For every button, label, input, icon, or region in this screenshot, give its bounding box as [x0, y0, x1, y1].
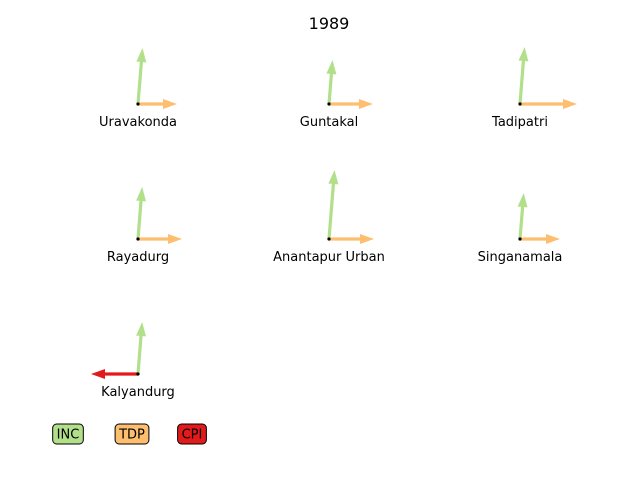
tdp-arrow	[520, 99, 577, 109]
tdp-arrow	[329, 234, 374, 244]
constituency-label: Guntakal	[300, 115, 359, 130]
constituency-label: Singanamala	[478, 250, 563, 265]
origin-dot	[136, 372, 140, 376]
glyph-singanamala: Singanamala	[478, 193, 563, 265]
inc-arrow	[327, 170, 339, 240]
glyph-kalyandurg: Kalyandurg	[91, 322, 175, 400]
origin-dot	[327, 237, 331, 241]
origin-dot	[136, 102, 140, 106]
legend-item-tdp: TDP	[114, 423, 150, 445]
legend-item-inc: INC	[52, 423, 84, 445]
inc-arrow	[517, 193, 528, 240]
constituency-label: Anantapur Urban	[273, 250, 385, 265]
glyph-grid: Uravakonda Guntakal Tadipatri Rayadurg Anant…	[91, 47, 577, 400]
tdp-arrow	[138, 99, 177, 109]
constituency-label: Rayadurg	[107, 250, 169, 265]
glyph-tadipatri: Tadipatri	[491, 47, 577, 130]
legend-label: CPI	[182, 428, 203, 443]
origin-dot	[136, 237, 140, 241]
legend-swatch	[52, 423, 84, 445]
inc-arrow	[326, 60, 337, 105]
inc-arrow	[136, 48, 147, 105]
origin-dot	[327, 102, 331, 106]
legend-label: TDP	[118, 428, 145, 443]
cpi-arrow	[91, 369, 138, 379]
legend-item-cpi: CPI	[177, 423, 207, 445]
legend-swatch	[114, 423, 150, 445]
chart-title: 1989	[309, 14, 350, 33]
constituency-label: Kalyandurg	[101, 385, 175, 400]
glyph-anantapur-urban: Anantapur Urban	[273, 170, 385, 265]
legend: INC TDP CPI	[52, 423, 207, 445]
glyph-rayadurg: Rayadurg	[107, 187, 182, 265]
tdp-arrow	[138, 234, 182, 244]
legend-swatch	[177, 423, 207, 445]
origin-dot	[518, 237, 522, 241]
constituency-label: Uravakonda	[99, 115, 177, 130]
tdp-arrow	[329, 99, 373, 109]
inc-arrow	[136, 187, 146, 240]
constituency-label: Tadipatri	[491, 115, 548, 130]
inc-arrow	[136, 322, 146, 375]
glyph-uravakonda: Uravakonda	[99, 48, 177, 130]
glyph-guntakal: Guntakal	[300, 60, 373, 130]
tdp-arrow	[520, 234, 560, 244]
origin-dot	[518, 102, 522, 106]
inc-arrow	[518, 47, 529, 105]
legend-label: INC	[57, 428, 80, 443]
